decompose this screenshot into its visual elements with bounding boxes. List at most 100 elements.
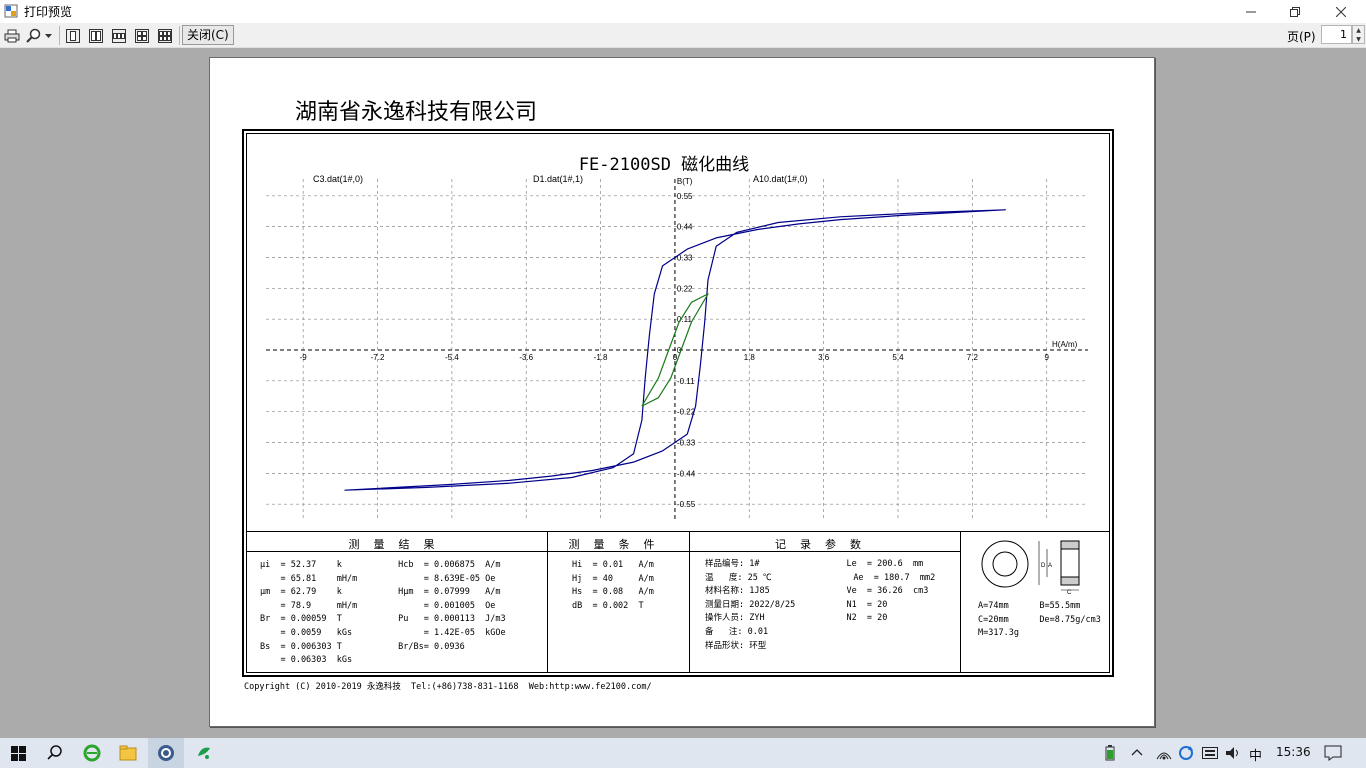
print-button[interactable] [2, 26, 22, 45]
battery-icon[interactable] [1105, 745, 1115, 761]
sync-icon[interactable] [1178, 745, 1194, 761]
x-tick-label: -5.4 [445, 353, 459, 362]
minimize-button[interactable] [1228, 0, 1274, 23]
taskbar-ie[interactable] [76, 738, 108, 768]
notification-icon[interactable] [1324, 745, 1342, 761]
table-header-border [247, 551, 960, 552]
volume-icon[interactable] [1225, 746, 1241, 760]
dim-label-d: D [1041, 563, 1046, 569]
x-axis-label: H(A/m) [1052, 340, 1078, 349]
records-line: 样品形状: 环型 [705, 640, 767, 651]
x-tick-label: -1.8 [594, 353, 608, 362]
taskbar-app[interactable] [188, 738, 220, 768]
conditions-line: Hj = 40 A/m [572, 573, 654, 584]
close-window-button[interactable] [1318, 0, 1364, 23]
page-label: 页(P) [1287, 30, 1316, 44]
results-line: μi = 52.37 k Hcb = 0.006875 A/m [260, 560, 501, 570]
six-pages-button[interactable] [155, 26, 175, 45]
close-preview-button[interactable]: 关闭(C) [182, 25, 234, 45]
one-page-icon [66, 28, 80, 43]
y-tick-label: 0.22 [677, 284, 693, 293]
page-number-input[interactable]: 1 [1321, 25, 1352, 44]
x-tick-label: -3.6 [519, 353, 533, 362]
records-line: 样品编号: 1# Le = 200.6 mm [705, 559, 924, 569]
restore-button[interactable] [1272, 0, 1318, 23]
taskbar: 中 15:36 [0, 738, 1366, 768]
conditions-line: Hi = 0.01 A/m [572, 560, 654, 570]
four-pages-icon [135, 28, 149, 43]
search-button[interactable] [38, 738, 72, 768]
folder-icon [119, 745, 137, 761]
start-button[interactable] [0, 738, 36, 768]
y-tick-label: 0.33 [677, 253, 693, 262]
y-tick-label: -0.44 [677, 469, 696, 478]
x-tick-label: 9 [1044, 353, 1049, 362]
ie-icon [83, 744, 101, 762]
table-top-border [247, 531, 1109, 532]
three-pages-button[interactable] [109, 26, 129, 45]
records-line: 温 度: 25 ℃ Ae = 180.7 mm2 [705, 572, 936, 583]
sample-line: C=20mm De=8.75g/cm3 [978, 614, 1101, 625]
dim-label-c: C [1067, 590, 1072, 596]
dim-label-a: A [1048, 563, 1052, 569]
conditions-line: Hs = 0.08 A/m [572, 587, 654, 598]
three-pages-icon [112, 28, 126, 43]
y-axis-label: B(T) [677, 177, 693, 186]
keyboard-icon[interactable] [1202, 747, 1218, 759]
y-tick-label: 0 [677, 346, 682, 355]
chart-title: FE-2100SD 磁化曲线 [578, 155, 750, 175]
y-tick-label: 0.55 [677, 192, 693, 201]
six-pages-icon [158, 28, 172, 43]
one-page-button[interactable] [63, 26, 83, 45]
taskbar-explorer[interactable] [112, 738, 144, 768]
y-tick-label: -0.33 [677, 439, 696, 448]
search-icon [47, 745, 62, 760]
table-divider [689, 531, 690, 672]
y-tick-label: -0.55 [677, 500, 696, 509]
wifi-icon[interactable] [1156, 746, 1172, 760]
series-label-c3: C3.dat(1#,0) [313, 174, 364, 184]
series-label-a10: A10.dat(1#,0) [753, 174, 808, 184]
chevron-down-icon [44, 33, 52, 38]
preview-toolbar: 关闭(C) 页(P) 1 ▲ ▼ [0, 23, 1366, 48]
two-pages-button[interactable] [86, 26, 106, 45]
x-tick-label: 5.4 [892, 353, 904, 362]
chevron-up-icon[interactable] [1131, 748, 1143, 756]
x-tick-label: 3.6 [818, 353, 830, 362]
results-line: = 0.0059 kGs = 1.42E-05 kGOe [260, 628, 506, 638]
results-line: Br = 0.00059 T Pu = 0.000113 J/m3 [260, 614, 506, 625]
x-tick-label: 7.2 [967, 353, 979, 362]
four-pages-button[interactable] [132, 26, 152, 45]
table-divider [960, 531, 961, 672]
results-line: = 78.9 mH/m = 0.001005 Oe [260, 600, 496, 611]
copyright-footer: Copyright (C) 2010-2019 永逸科技 Tel:(+86)73… [244, 682, 652, 692]
window-title: 打印预览 [24, 5, 73, 19]
x-tick-label: -7.2 [371, 353, 385, 362]
restore-icon [1290, 6, 1300, 17]
ring-sample-diagram: D A C [981, 540, 1080, 596]
x-tick-label: -9 [300, 353, 308, 362]
magnetization-chart: -9 -7.2 -5.4 -3.6 -1.8 0 1.8 3.6 5.4 7.2 9 0.55 0.44… [266, 177, 1088, 521]
report-frame-outer [242, 129, 1114, 677]
results-line: μm = 62.79 k Hμm = 0.07999 A/m [260, 587, 501, 598]
zoom-icon [25, 28, 40, 43]
clock-time[interactable]: 15:36 [1276, 745, 1311, 759]
results-line: = 65.81 mH/m = 8.639E-05 Oe [260, 573, 496, 584]
sample-line: A=74mm B=55.5mm [978, 601, 1081, 611]
two-pages-icon [89, 28, 103, 43]
zoom-dropdown[interactable] [23, 26, 55, 45]
records-line: 测量日期: 2022/8/25 N1 = 20 [705, 599, 888, 610]
page-spinner[interactable]: ▲ ▼ [1352, 25, 1365, 44]
app-icon [4, 4, 18, 18]
toolbar-separator [59, 26, 60, 45]
records-line: 操作人员: ZYH N2 = 20 [705, 613, 888, 624]
windows-start-icon [10, 745, 26, 761]
minimize-icon [1246, 11, 1256, 12]
series-line-0 [344, 209, 1006, 491]
close-icon [1336, 6, 1346, 17]
report-frame-inner [246, 133, 1110, 673]
ime-indicator[interactable]: 中 [1249, 749, 1263, 764]
results-header: 测量结果 [348, 538, 449, 551]
taskbar-app-active[interactable] [148, 738, 184, 768]
y-tick-label: 0.44 [677, 223, 693, 232]
